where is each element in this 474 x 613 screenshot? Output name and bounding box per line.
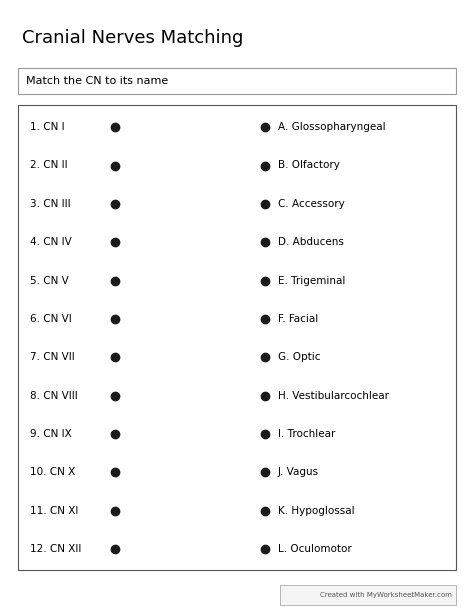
Text: 3. CN III: 3. CN III [30, 199, 71, 209]
Text: 10. CN X: 10. CN X [30, 467, 75, 477]
Text: C. Accessory: C. Accessory [278, 199, 345, 209]
Text: J. Vagus: J. Vagus [278, 467, 319, 477]
Text: D. Abducens: D. Abducens [278, 237, 344, 247]
Text: F. Facial: F. Facial [278, 314, 318, 324]
Text: Cranial Nerves Matching: Cranial Nerves Matching [22, 29, 243, 47]
Text: A. Glossopharyngeal: A. Glossopharyngeal [278, 122, 386, 132]
Text: K. Hypoglossal: K. Hypoglossal [278, 506, 355, 516]
Text: G. Optic: G. Optic [278, 352, 320, 362]
Text: 5. CN V: 5. CN V [30, 275, 69, 286]
Text: Created with MyWorksheetMaker.com: Created with MyWorksheetMaker.com [320, 592, 452, 598]
Text: I. Trochlear: I. Trochlear [278, 429, 336, 439]
Text: 6. CN VI: 6. CN VI [30, 314, 72, 324]
Text: 11. CN XI: 11. CN XI [30, 506, 78, 516]
Text: 4. CN IV: 4. CN IV [30, 237, 72, 247]
Text: 8. CN VIII: 8. CN VIII [30, 390, 78, 400]
Bar [280, 585, 456, 605]
Text: Match the CN to its name: Match the CN to its name [26, 76, 168, 86]
Bar [18, 68, 456, 94]
Text: 1. CN I: 1. CN I [30, 122, 64, 132]
Text: 2. CN II: 2. CN II [30, 161, 68, 170]
Text: 9. CN IX: 9. CN IX [30, 429, 72, 439]
Bar [18, 105, 456, 570]
Text: B. Olfactory: B. Olfactory [278, 161, 340, 170]
Text: L. Oculomotor: L. Oculomotor [278, 544, 352, 554]
Text: E. Trigeminal: E. Trigeminal [278, 275, 346, 286]
Text: 7. CN VII: 7. CN VII [30, 352, 75, 362]
Text: H. Vestibularcochlear: H. Vestibularcochlear [278, 390, 389, 400]
Text: 12. CN XII: 12. CN XII [30, 544, 82, 554]
